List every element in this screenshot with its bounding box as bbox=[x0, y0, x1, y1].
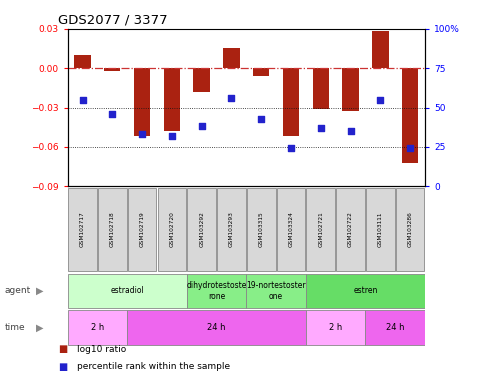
Text: GSM102718: GSM102718 bbox=[110, 212, 115, 247]
Bar bbox=[372, 31, 388, 68]
Bar bbox=[313, 68, 329, 109]
Bar bbox=[283, 68, 299, 136]
Point bbox=[257, 116, 265, 122]
Bar bbox=[223, 48, 240, 68]
Bar bbox=[164, 68, 180, 131]
FancyBboxPatch shape bbox=[127, 310, 306, 344]
Text: GSM103286: GSM103286 bbox=[408, 212, 412, 247]
FancyBboxPatch shape bbox=[187, 274, 246, 308]
Text: GSM103324: GSM103324 bbox=[288, 212, 294, 247]
FancyBboxPatch shape bbox=[307, 188, 335, 271]
Point bbox=[317, 125, 325, 131]
Text: ▶: ▶ bbox=[36, 322, 44, 333]
FancyBboxPatch shape bbox=[247, 188, 275, 271]
Text: ■: ■ bbox=[58, 344, 67, 354]
Text: GSM102722: GSM102722 bbox=[348, 212, 353, 247]
Text: GSM102717: GSM102717 bbox=[80, 212, 85, 247]
FancyBboxPatch shape bbox=[187, 188, 216, 271]
Point bbox=[287, 146, 295, 152]
FancyBboxPatch shape bbox=[68, 274, 187, 308]
Text: GDS2077 / 3377: GDS2077 / 3377 bbox=[58, 13, 168, 26]
Text: dihydrotestoste
rone: dihydrotestoste rone bbox=[186, 281, 247, 301]
Bar bbox=[104, 68, 120, 71]
Text: time: time bbox=[5, 323, 26, 332]
Text: log10 ratio: log10 ratio bbox=[77, 345, 127, 354]
Point bbox=[138, 131, 146, 137]
Text: GSM102721: GSM102721 bbox=[318, 212, 323, 247]
Point bbox=[406, 146, 414, 152]
FancyBboxPatch shape bbox=[98, 188, 127, 271]
FancyBboxPatch shape bbox=[157, 188, 186, 271]
Text: 24 h: 24 h bbox=[207, 323, 226, 332]
Text: GSM103111: GSM103111 bbox=[378, 212, 383, 247]
Bar bbox=[194, 68, 210, 92]
Point bbox=[377, 96, 384, 103]
Text: 2 h: 2 h bbox=[91, 323, 104, 332]
FancyBboxPatch shape bbox=[396, 188, 425, 271]
FancyBboxPatch shape bbox=[217, 188, 246, 271]
Text: GSM103292: GSM103292 bbox=[199, 212, 204, 247]
Text: 2 h: 2 h bbox=[329, 323, 342, 332]
Bar bbox=[253, 68, 270, 76]
Text: GSM102719: GSM102719 bbox=[140, 212, 144, 247]
Text: estradiol: estradiol bbox=[110, 286, 144, 295]
FancyBboxPatch shape bbox=[68, 188, 97, 271]
FancyBboxPatch shape bbox=[68, 310, 127, 344]
FancyBboxPatch shape bbox=[246, 274, 306, 308]
Text: GSM102720: GSM102720 bbox=[170, 212, 174, 247]
FancyBboxPatch shape bbox=[277, 188, 305, 271]
Bar bbox=[74, 55, 91, 68]
Text: agent: agent bbox=[5, 286, 31, 295]
Text: GSM103293: GSM103293 bbox=[229, 212, 234, 247]
FancyBboxPatch shape bbox=[306, 274, 425, 308]
Text: GSM103315: GSM103315 bbox=[259, 212, 264, 247]
Bar bbox=[134, 68, 150, 136]
Text: estren: estren bbox=[353, 286, 378, 295]
Text: 24 h: 24 h bbox=[386, 323, 404, 332]
Text: percentile rank within the sample: percentile rank within the sample bbox=[77, 362, 230, 371]
FancyBboxPatch shape bbox=[366, 310, 425, 344]
Point bbox=[198, 123, 206, 129]
Text: ▶: ▶ bbox=[36, 286, 44, 296]
Point bbox=[168, 133, 176, 139]
Point bbox=[109, 111, 116, 117]
FancyBboxPatch shape bbox=[366, 188, 395, 271]
Text: 19-nortestoster
one: 19-nortestoster one bbox=[246, 281, 306, 301]
Point bbox=[347, 128, 355, 134]
Point bbox=[79, 96, 86, 103]
Point bbox=[227, 95, 235, 101]
FancyBboxPatch shape bbox=[128, 188, 156, 271]
FancyBboxPatch shape bbox=[336, 188, 365, 271]
Text: ■: ■ bbox=[58, 362, 67, 372]
FancyBboxPatch shape bbox=[306, 310, 366, 344]
Bar bbox=[402, 68, 418, 163]
Bar bbox=[342, 68, 359, 111]
